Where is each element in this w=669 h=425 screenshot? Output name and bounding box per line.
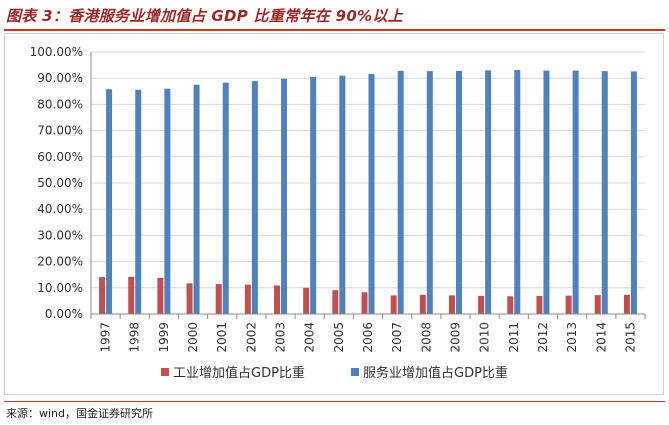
bar-industry	[565, 295, 572, 314]
source-note: 来源：wind，国金证券研究所	[6, 407, 154, 420]
bar-industry	[215, 284, 222, 314]
bar-industry	[99, 277, 106, 314]
bar-industry	[274, 285, 281, 314]
bars	[99, 70, 637, 315]
bar-services	[601, 71, 608, 314]
x-tick-label: 2004	[303, 322, 317, 353]
x-tick-label: 1997	[99, 322, 113, 353]
bar-services	[514, 70, 521, 314]
x-tick-label: 2000	[186, 322, 200, 353]
y-tick-label: 40.00%	[37, 202, 83, 216]
bar-industry	[419, 294, 426, 314]
bar-services	[222, 82, 229, 315]
bar-industry	[157, 277, 164, 314]
bar-services	[543, 70, 550, 314]
bar-industry	[448, 295, 455, 314]
x-tick-label: 2014	[594, 322, 608, 353]
x-tick-label: 2008	[419, 322, 433, 353]
bar-industry	[507, 296, 514, 314]
bar-services	[251, 81, 258, 314]
bar-industry	[594, 295, 601, 314]
legend-swatch	[161, 368, 169, 376]
bar-services	[485, 70, 492, 314]
bar-industry	[623, 294, 630, 314]
bar-services	[106, 89, 113, 314]
bar-services	[281, 78, 288, 314]
x-tick-label: 2012	[536, 322, 550, 353]
bar-services	[193, 84, 200, 314]
bar-industry	[186, 283, 193, 314]
x-tick-label: 2003	[274, 322, 288, 353]
bar-industry	[332, 290, 339, 314]
legend-item-industry: 工业增加值占GDP比重	[161, 365, 305, 381]
bar-services	[572, 70, 579, 314]
x-tick-label: 1998	[128, 322, 142, 353]
gridlines	[91, 51, 645, 289]
bar-services	[310, 76, 317, 314]
bar-chart: 0.00% 10.00% 20.00% 30.00% 40.00% 50.00% 60.00…	[30, 45, 646, 381]
y-tick-label: 10.00%	[37, 281, 83, 295]
x-tick-label: 2009	[448, 322, 462, 353]
y-tick-label: 90.00%	[37, 71, 83, 85]
y-tick-label: 50.00%	[37, 176, 83, 190]
bar-industry	[361, 292, 368, 314]
legend-label: 工业增加值占GDP比重	[173, 365, 305, 381]
x-tick-label: 2002	[244, 322, 258, 353]
legend-swatch	[351, 368, 359, 376]
source-rule	[4, 401, 665, 402]
y-axis-ticks: 0.00% 10.00% 20.00% 30.00% 40.00% 50.00% 60.00…	[30, 45, 83, 321]
x-tick-label: 2007	[390, 322, 404, 353]
bar-industry	[478, 295, 485, 314]
x-axis-ticks: 1997 1998 1999 2000 2001 2002 2003 2004 2005 2006…	[99, 322, 638, 353]
y-tick-label: 60.00%	[37, 150, 83, 164]
bar-industry	[128, 276, 135, 314]
x-tick-label: 2005	[332, 322, 346, 353]
axes	[90, 52, 646, 319]
figure-title: 图表 3：香港服务业增加值占 GDP 比重常年在 90%以上	[6, 7, 403, 25]
x-tick-label: 2013	[565, 322, 579, 353]
bar-services	[368, 74, 375, 314]
y-tick-label: 0.00%	[45, 307, 83, 321]
legend: 工业增加值占GDP比重 服务业增加值占GDP比重	[161, 365, 508, 381]
bar-services	[339, 75, 346, 314]
x-tick-label: 2006	[361, 322, 375, 353]
bar-services	[455, 70, 462, 314]
y-tick-label: 80.00%	[37, 97, 83, 111]
x-tick-label: 2011	[507, 322, 521, 353]
bar-services	[397, 70, 404, 314]
bar-services	[630, 71, 637, 314]
bar-services	[426, 71, 433, 314]
y-tick-label: 30.00%	[37, 228, 83, 242]
bar-industry	[244, 284, 251, 314]
x-tick-label: 1999	[157, 322, 171, 353]
bar-industry	[303, 287, 310, 314]
y-tick-label: 70.00%	[37, 124, 83, 138]
y-tick-label: 100.00%	[30, 45, 83, 59]
chart-frame: 0.00% 10.00% 20.00% 30.00% 40.00% 50.00% 60.00…	[4, 33, 664, 395]
bar-industry	[390, 295, 397, 314]
bar-industry	[536, 295, 543, 314]
x-tick-label: 2001	[215, 322, 229, 353]
title-rule	[4, 29, 665, 31]
bar-services	[135, 89, 142, 314]
legend-label: 服务业增加值占GDP比重	[363, 365, 508, 381]
legend-item-services: 服务业增加值占GDP比重	[351, 365, 508, 381]
y-tick-label: 20.00%	[37, 255, 83, 269]
x-tick-label: 2015	[623, 322, 637, 353]
x-tick-label: 2010	[478, 322, 492, 353]
bar-services	[164, 88, 171, 315]
